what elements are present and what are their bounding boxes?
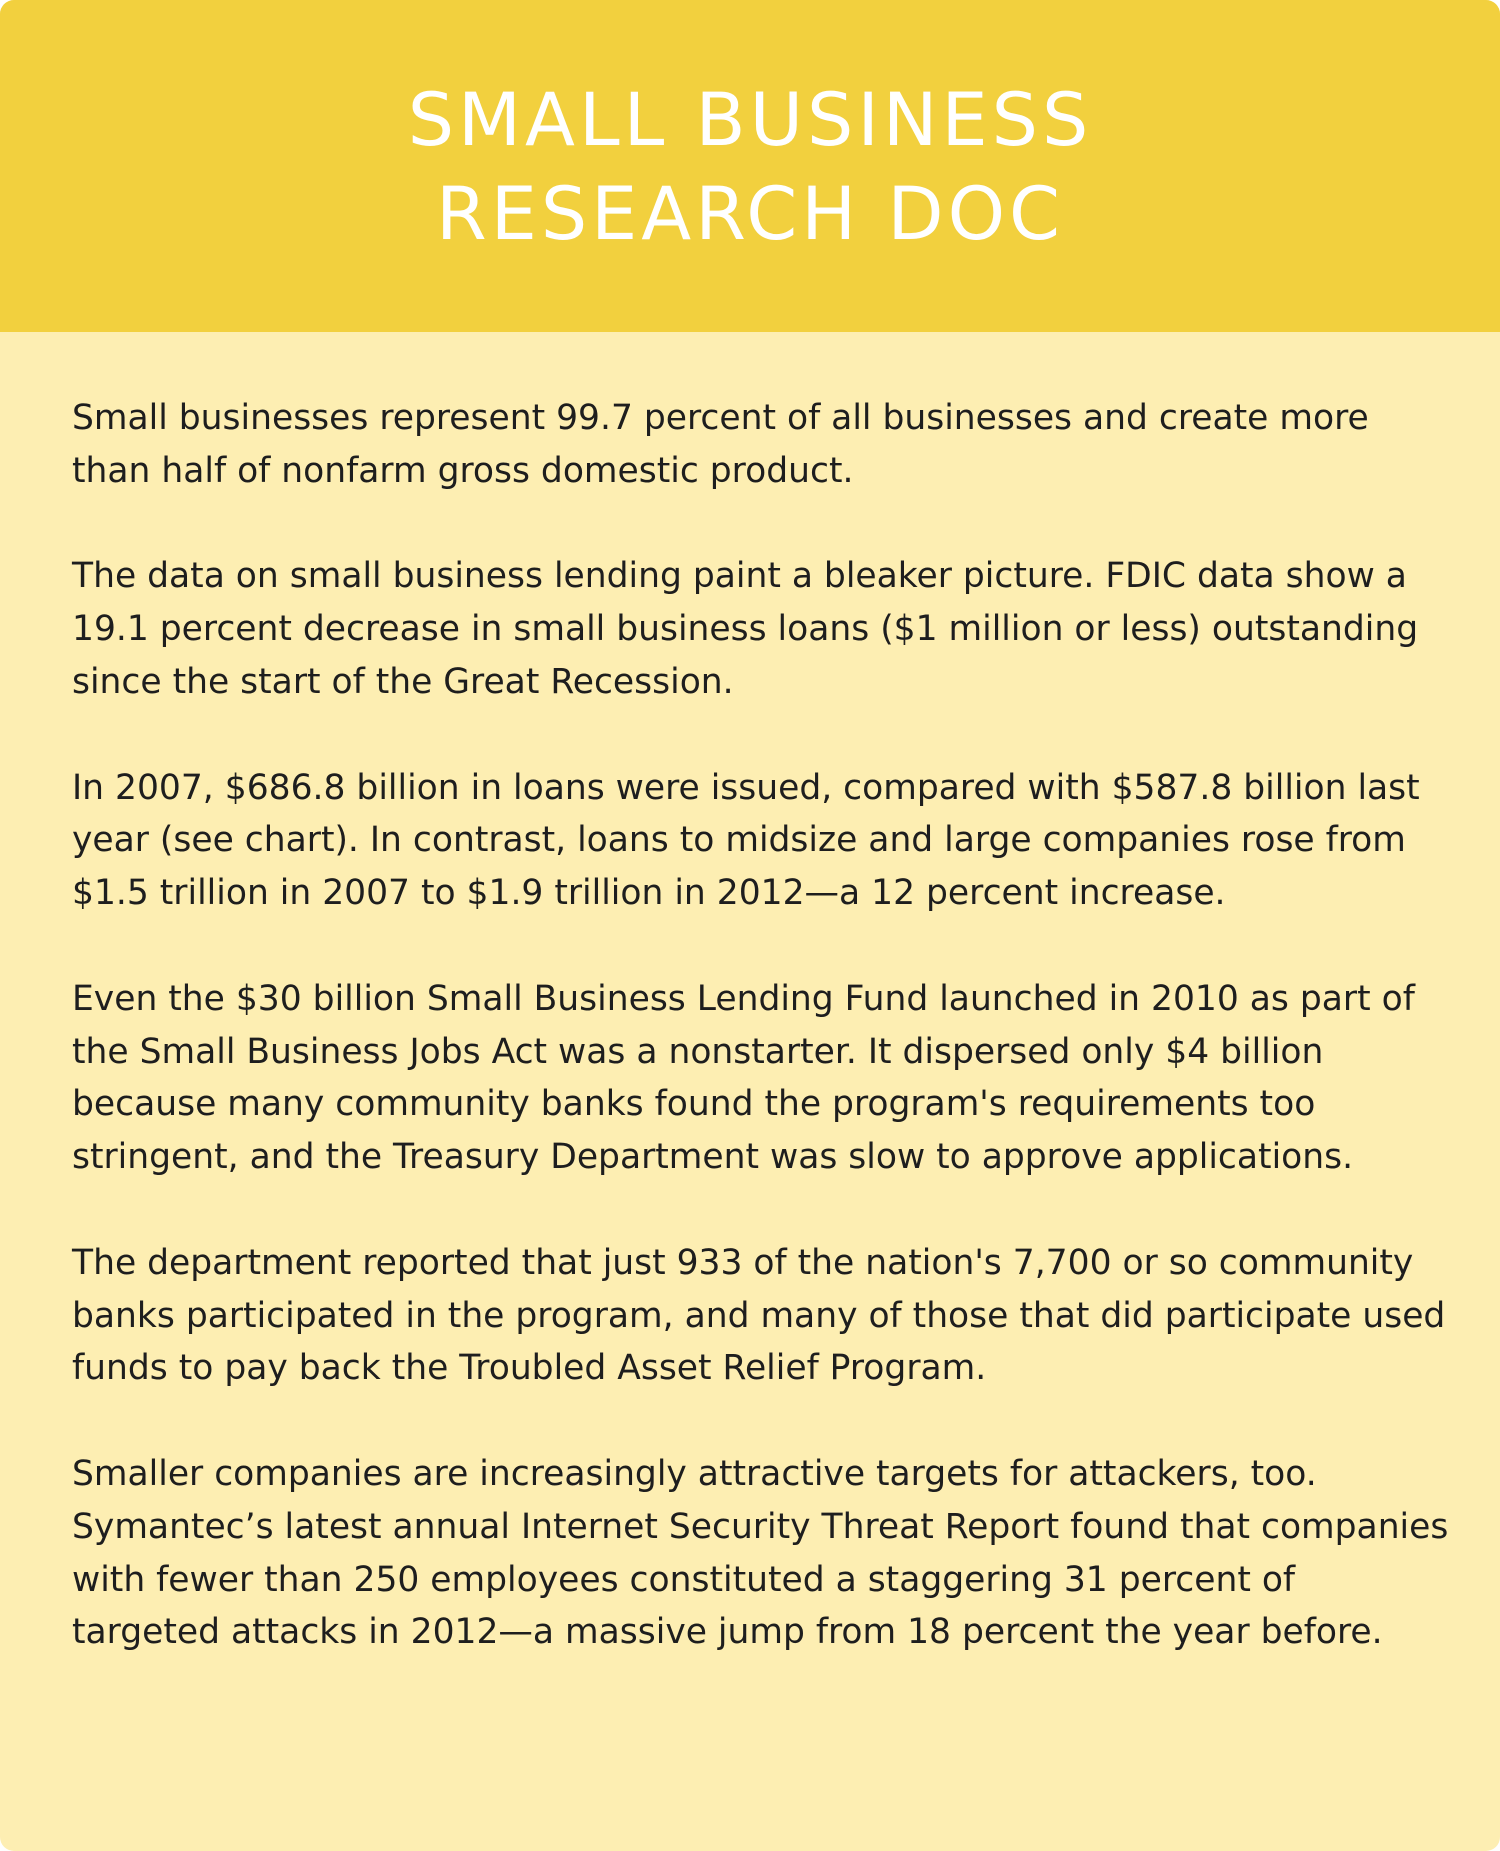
paragraph-lending-fund: Even the $30 billion Small Business Lend… [72,978,1415,1178]
paragraph-targeted-attacks: Smaller companies are increasingly attra… [72,1453,1449,1653]
card-body: Small businesses represent 99.7 percent … [72,392,1452,1659]
paragraph-lending-decrease: The data on small business lending paint… [72,556,1419,702]
page-title-line-1: SMALL BUSINESS [407,78,1093,163]
card-header: SMALL BUSINESS RESEARCH DOC [0,0,1500,332]
page-title-line-2: RESEARCH DOC [435,172,1065,257]
paragraph-community-banks: The department reported that just 933 of… [72,1242,1446,1389]
paragraph-loan-comparison: In 2007, $686.8 billion in loans were is… [72,767,1420,914]
paragraph-small-business-share: Small businesses represent 99.7 percent … [72,398,1369,491]
